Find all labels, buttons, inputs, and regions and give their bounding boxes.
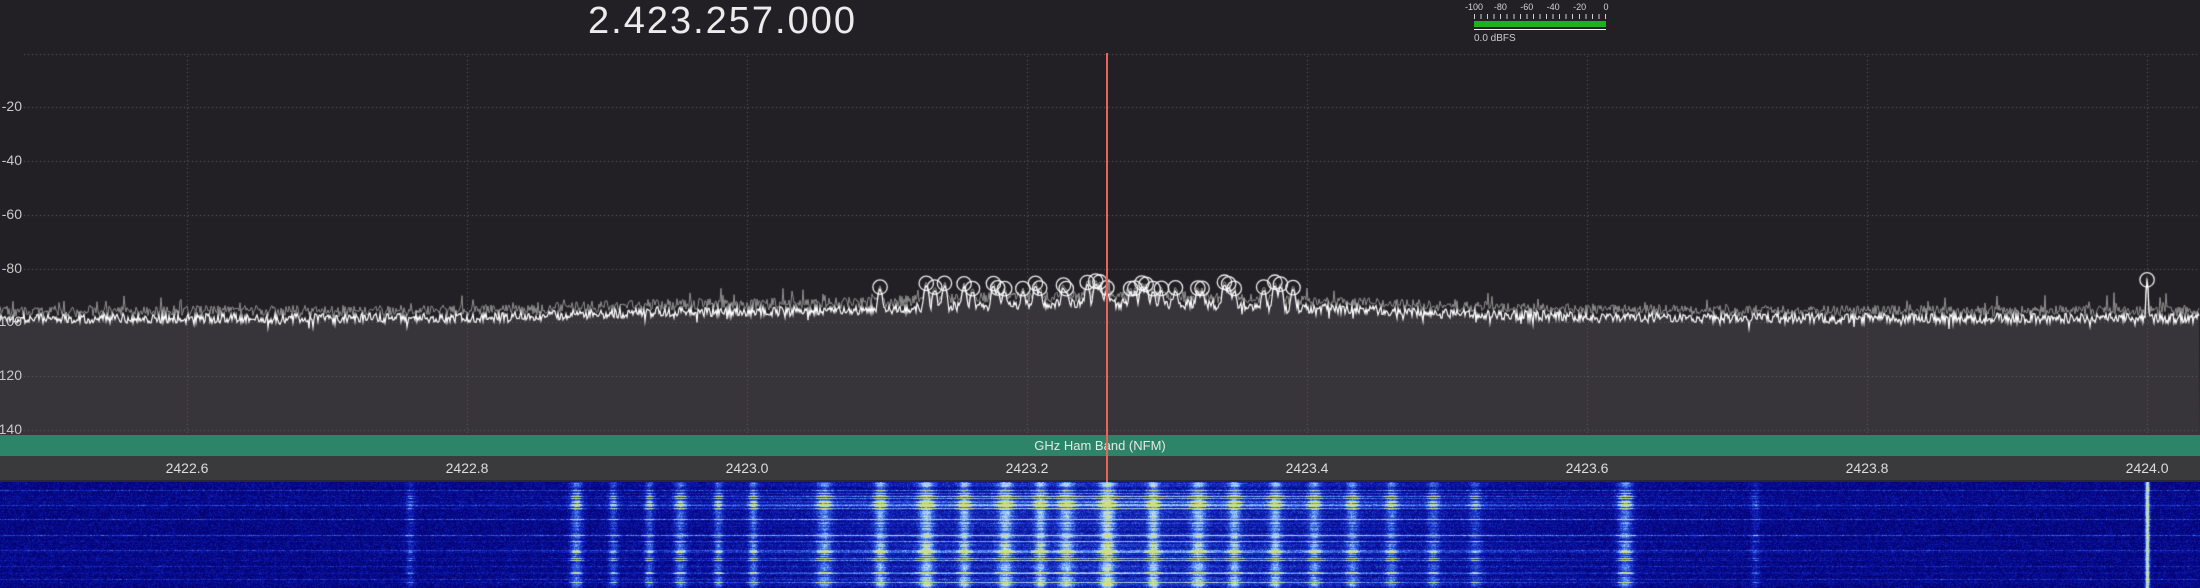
waterfall-display[interactable] <box>0 482 2200 588</box>
meter-tick-label: -100 <box>1464 2 1484 12</box>
db-axis-label: -20 <box>1 98 22 115</box>
frequency-display[interactable]: 2.423.257.000 <box>588 0 858 42</box>
db-axis-label: -40 <box>1 152 22 169</box>
tuning-line[interactable] <box>1105 53 1108 482</box>
frequency-axis-label: 2423.2 <box>1005 460 1049 476</box>
meter-tick-label: -40 <box>1546 2 1560 12</box>
db-axis-label: -140 <box>0 420 22 437</box>
frequency-axis-label: 2423.8 <box>1845 460 1889 476</box>
level-meter: 0.0 dBFS -100 -80 -60 -40 -20 0 <box>1464 2 1612 44</box>
band-plan-label: GHz Ham Band (NFM) <box>1034 438 1166 453</box>
db-axis-label: -100 <box>0 313 22 330</box>
meter-readout: 0.0 dBFS <box>1474 33 1516 44</box>
frequency-axis-label: 2423.0 <box>725 460 769 476</box>
spectrum-panadapter[interactable] <box>0 0 2200 435</box>
meter-tick-label: 0 <box>1603 2 1609 12</box>
frequency-axis-label: 2422.8 <box>445 460 489 476</box>
frequency-axis: 2422.6 2422.8 2423.0 2423.2 2423.4 2423.6 2423… <box>0 456 2200 480</box>
meter-tick-label: -60 <box>1520 2 1534 12</box>
db-axis-label: -80 <box>1 259 22 276</box>
db-axis: -20 -40 -60 -80 -100 -120 -140 <box>0 0 22 437</box>
band-plan-bar: GHz Ham Band (NFM) <box>0 435 2200 456</box>
meter-tick-label: -20 <box>1573 2 1587 12</box>
axis-waterfall-divider <box>0 480 2200 482</box>
meter-level-bar <box>1474 21 1606 27</box>
db-axis-label: -60 <box>1 205 22 222</box>
frequency-axis-label: 2424.0 <box>2125 460 2169 476</box>
meter-ruler-ticks <box>1474 14 1606 19</box>
frequency-axis-label: 2422.6 <box>165 460 209 476</box>
frequency-axis-label: 2423.6 <box>1565 460 1609 476</box>
frequency-axis-label: 2423.4 <box>1285 460 1329 476</box>
db-axis-label: -120 <box>0 366 22 383</box>
meter-tick-label: -80 <box>1493 2 1507 12</box>
meter-baseline <box>1474 29 1606 30</box>
